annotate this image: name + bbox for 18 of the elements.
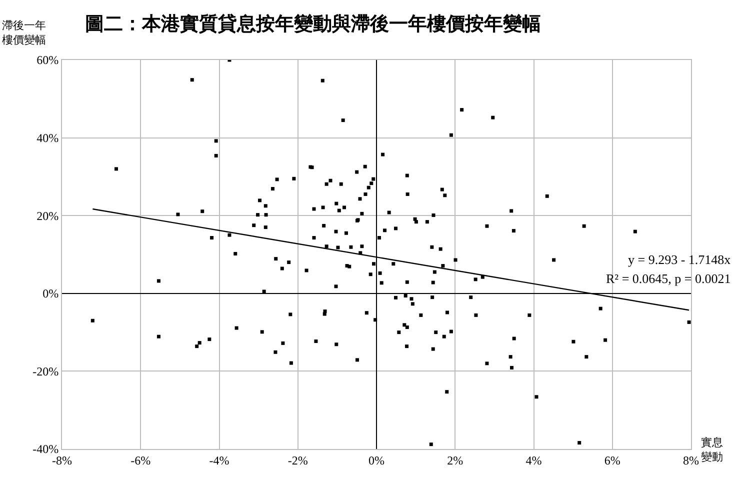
- chart-title: 圖二：本港實質貸息按年變動與滯後一年樓價按年變幅: [84, 12, 541, 35]
- annotation: R² = 0.0645, p = 0.0021: [606, 271, 731, 286]
- y-tick-label: 0%: [42, 286, 59, 301]
- y-axis-title: 滯後一年樓價變幅: [2, 20, 46, 46]
- y-tick-label: -20%: [32, 364, 59, 378]
- y-tick-label: 40%: [36, 131, 59, 145]
- x-tick-label: -2%: [288, 453, 308, 468]
- x-tick-label: 2%: [447, 453, 464, 468]
- x-tick-label: -6%: [130, 453, 151, 468]
- x-tick-label: 8%: [683, 453, 699, 468]
- y-tick-label: 20%: [36, 208, 59, 223]
- x-axis-title: 實息變動: [701, 436, 723, 464]
- y-tick-label: 60%: [36, 53, 59, 68]
- x-tick-label: 0%: [368, 453, 384, 468]
- x-tick-label: -4%: [209, 453, 230, 468]
- x-tick-label: 4%: [526, 453, 542, 468]
- x-tick-label: 6%: [604, 453, 620, 468]
- annotation: y = 9.293 - 1.7148x: [628, 252, 732, 267]
